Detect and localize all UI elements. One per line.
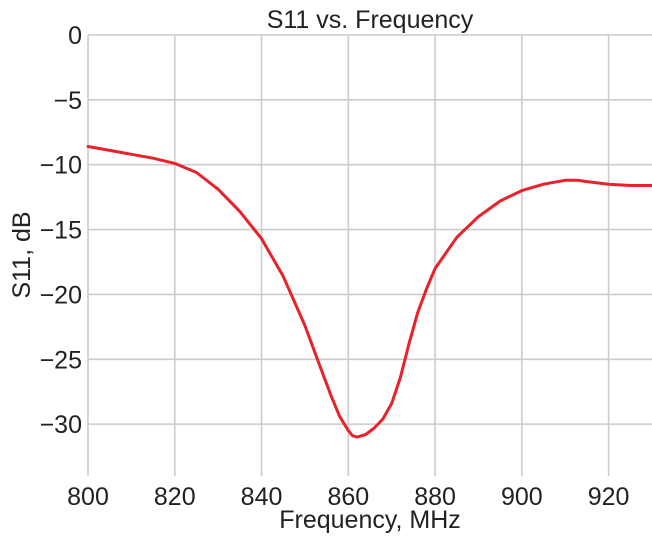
y-tick-labels: 0 −5 −10 −15 −20 −25 −30 — [40, 22, 82, 439]
plot-area — [86, 145, 652, 439]
y-axis-label: S11, dB — [8, 211, 36, 298]
x-tick-labels: 800 820 840 860 880 900 920 — [67, 483, 629, 511]
y-tick-label: −20 — [40, 281, 82, 309]
y-tick-label: 0 — [68, 22, 82, 50]
x-tick-label: 860 — [327, 483, 369, 511]
y-tick-label: −5 — [53, 87, 82, 115]
y-tick-label: −30 — [40, 411, 82, 439]
x-axis-label: Frequency, MHz — [279, 506, 461, 534]
x-tick-label: 800 — [67, 483, 109, 511]
chart-title: S11 vs. Frequency — [267, 6, 474, 34]
series-line — [86, 145, 652, 439]
y-tick-label: −25 — [40, 346, 82, 374]
x-tick-label: 920 — [588, 483, 630, 511]
grid — [87, 34, 652, 476]
y-tick-label: −15 — [40, 217, 82, 245]
x-tick-label: 900 — [501, 483, 543, 511]
y-tick-label: −10 — [40, 152, 82, 180]
x-tick-label: 840 — [241, 483, 283, 511]
x-tick-label: 820 — [154, 483, 196, 511]
x-tick-label: 880 — [414, 483, 456, 511]
